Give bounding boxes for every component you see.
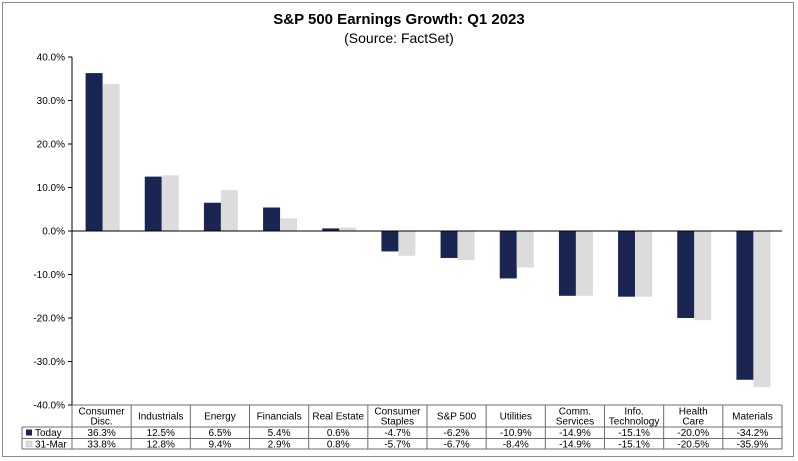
table-cell-value: 6.5% [209,428,232,439]
category-label: Info. [624,407,643,418]
bar-31-mar [339,227,357,231]
y-tick-label: 40.0% [37,53,65,64]
y-tick-label: 0.0% [42,227,65,238]
category-label: Services [556,417,594,428]
legend-key-swatch [26,429,32,436]
table-cell-value: 2.9% [268,440,291,451]
category-label: Staples [381,417,414,428]
legend-series-name: 31-Mar [35,440,67,451]
table-cell-value: -6.7% [444,440,470,451]
bar-today [381,231,399,252]
category-label: Technology [609,417,660,428]
chart-subtitle: (Source: FactSet) [344,30,454,46]
table-cell-value: 12.8% [147,440,175,451]
category-label: S&P 500 [437,412,477,423]
bar-today [618,231,636,297]
chart-title: S&P 500 Earnings Growth: Q1 2023 [273,11,524,28]
bar-31-mar [102,83,120,231]
bar-31-mar [575,231,593,296]
bar-31-mar [753,231,771,388]
category-label: Real Estate [312,412,364,423]
bar-today [499,231,517,279]
bars-group [85,73,771,388]
bar-today [440,231,458,258]
category-label: Comm. [559,407,591,418]
table-cell-value: -10.9% [500,428,532,439]
table-cell-value: 33.8% [87,440,115,451]
bar-31-mar [694,231,712,321]
y-tick-label: -10.0% [33,270,65,281]
y-axis: 40.0% 30.0% 20.0% 10.0% 0.0% -10.0% -20.0% -30.… [33,53,73,412]
category-label: Industrials [138,412,184,423]
y-tick-label: 30.0% [37,96,65,107]
bar-today [677,231,695,318]
table-cell-value: -15.1% [618,440,650,451]
bar-31-mar [635,231,653,297]
bar-today [203,202,221,231]
category-label: Consumer [79,407,126,418]
bar-today [558,231,576,296]
category-label: Financials [257,412,302,423]
table-cell-value: -20.5% [677,440,709,451]
y-tick-label: 10.0% [37,183,65,194]
category-label: Energy [204,412,236,423]
table-cell-value: 36.3% [87,428,115,439]
table-cell-value: 5.4% [268,428,291,439]
bar-31-mar [457,231,475,261]
bar-31-mar [516,231,534,268]
bar-today [85,73,103,231]
table-cell-value: 0.8% [327,440,350,451]
y-tick-label: 20.0% [37,140,65,151]
table-cell-value: -35.9% [737,440,769,451]
y-tick-label: -40.0% [33,401,65,412]
category-label: Utilities [500,412,532,423]
table-cell-value: -4.7% [384,428,410,439]
table-cell-value: -34.2% [737,428,769,439]
y-tick-label: -30.0% [33,357,65,368]
y-tick-label: -20.0% [33,314,65,325]
bar-31-mar [220,190,238,231]
table-cell-value: 12.5% [147,428,175,439]
table-cell-value: 0.6% [327,428,350,439]
bar-31-mar [161,175,179,231]
legend-key-swatch [25,440,33,448]
category-label: Materials [732,412,773,423]
table-cell-value: -20.0% [677,428,709,439]
legend-series-name: Today [35,428,62,439]
bar-today [322,228,340,231]
table-cell-value: -15.1% [618,428,650,439]
table-cell-value: -14.9% [559,440,591,451]
category-label: Disc. [90,417,112,428]
table-cell-value: -6.2% [444,428,470,439]
category-label: Health [679,407,708,418]
category-label: Care [682,417,704,428]
chart-frame [2,2,794,457]
table-cell-value: -14.9% [559,428,591,439]
table-cell-value: 9.4% [209,440,232,451]
table-cell-value: -5.7% [384,440,410,451]
bar-31-mar [398,231,416,256]
bar-today [736,231,754,380]
bar-31-mar [280,218,298,231]
bar-today [263,207,281,231]
bar-today [144,176,162,231]
category-label: Consumer [374,407,421,418]
table-cell-value: -8.4% [503,440,529,451]
